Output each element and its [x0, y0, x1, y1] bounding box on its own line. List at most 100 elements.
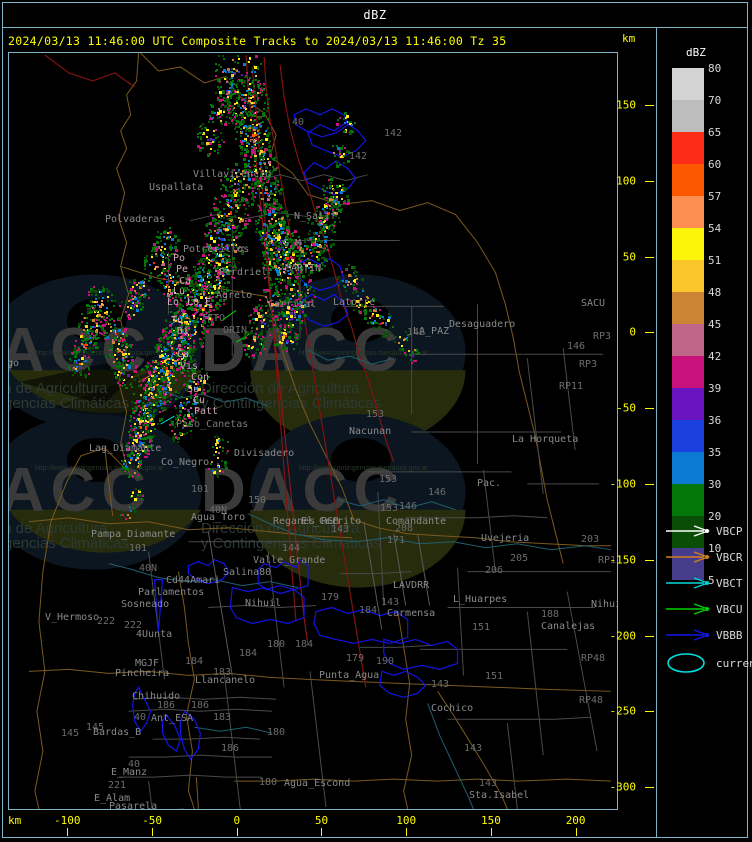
map-place-label: Potrerillos: [183, 244, 250, 255]
radar-echo-pixel: [266, 247, 268, 249]
radar-echo-pixel: [253, 120, 255, 122]
radar-echo-pixel: [253, 147, 256, 150]
radar-echo-pixel: [276, 255, 278, 257]
radar-echo-pixel: [280, 289, 282, 291]
radar-echo-pixel: [258, 123, 260, 125]
radar-echo-pixel: [234, 61, 236, 63]
radar-echo-pixel: [245, 133, 247, 135]
radar-echo-pixel: [254, 115, 256, 117]
radar-echo-pixel: [270, 182, 273, 185]
track-legend-row[interactable]: VBCT: [664, 570, 750, 596]
radar-echo-pixel: [254, 153, 256, 155]
radar-echo-pixel: [226, 234, 228, 236]
radar-echo-pixel: [233, 192, 235, 194]
radar-echo-pixel: [279, 268, 281, 270]
track-legend-row[interactable]: VBCU: [664, 596, 750, 622]
radar-echo-pixel: [235, 236, 238, 239]
radar-echo-pixel: [267, 235, 270, 238]
track-legend-row[interactable]: VBCR: [664, 544, 750, 570]
radar-echo-pixel: [269, 170, 271, 172]
radar-echo-pixel: [262, 251, 265, 254]
radar-echo-pixel: [248, 61, 250, 63]
radar-echo-pixel: [262, 143, 264, 145]
radar-echo-pixel: [246, 72, 248, 74]
radar-echo-pixel: [246, 61, 248, 63]
x-axis-tick-label: 100: [396, 814, 417, 827]
radar-echo-pixel: [233, 107, 235, 109]
map-place-label: Carmensa: [387, 608, 436, 619]
radar-echo-pixel: [270, 265, 272, 267]
radar-echo-pixel: [232, 93, 234, 95]
radar-echo-pixel: [234, 199, 236, 201]
radar-echo-pixel: [212, 217, 214, 219]
radar-echo-pixel: [230, 206, 232, 208]
radar-echo-pixel: [281, 245, 283, 247]
map-place-label: Canalejas: [541, 621, 596, 632]
watermark-agency-line1-d: Dirección de Agricultura: [9, 520, 108, 537]
map-place-label: 143: [331, 524, 350, 535]
radar-echo-pixel: [277, 236, 279, 238]
radar-echo-pixel: [236, 190, 238, 192]
radar-echo-pixel: [256, 125, 258, 127]
radar-echo-pixel: [268, 239, 270, 241]
radar-echo-pixel: [273, 224, 276, 227]
radar-echo-pixel: [265, 166, 268, 169]
radar-echo-pixel: [260, 122, 262, 124]
radar-echo-pixel: [286, 239, 288, 241]
radar-echo-pixel: [273, 262, 276, 265]
radar-echo-pixel: [302, 275, 305, 278]
radar-echo-pixel: [277, 249, 280, 252]
radar-echo-pixel: [255, 147, 257, 149]
radar-echo-pixel: [216, 208, 219, 211]
radar-echo-pixel: [253, 169, 255, 171]
radar-echo-pixel: [269, 263, 271, 265]
radar-echo-pixel: [254, 187, 256, 189]
track-legend-row[interactable]: VBCP: [664, 518, 750, 544]
radar-echo-pixel: [244, 165, 247, 168]
radar-echo-pixel: [235, 210, 238, 213]
y-axis-tick-mark: [645, 711, 654, 713]
radar-echo-pixel: [242, 115, 244, 117]
colorbar-label: 57: [708, 190, 722, 203]
radar-echo-pixel: [267, 158, 269, 160]
radar-echo-pixel: [259, 132, 261, 134]
radar-echo-pixel: [261, 242, 263, 244]
radar-echo-pixel: [279, 254, 281, 256]
radar-echo-pixel: [219, 214, 221, 216]
radar-echo-pixel: [286, 246, 288, 248]
track-legend-row[interactable]: VBBB: [664, 622, 750, 648]
radar-echo-pixel: [221, 221, 223, 223]
radar-echo-pixel: [275, 156, 277, 158]
radar-echo-pixel: [261, 239, 263, 241]
radar-echo-pixel: [258, 136, 260, 138]
radar-echo-pixel: [230, 200, 232, 202]
radar-echo-pixel: [234, 178, 236, 180]
radar-echo-pixel: [272, 208, 274, 210]
radar-echo-pixel: [238, 188, 240, 190]
radar-echo-pixel: [269, 242, 271, 244]
track-legend-label: VBCT: [716, 576, 743, 590]
radar-echo-pixel: [276, 258, 278, 260]
radar-echo-pixel: [272, 266, 275, 269]
radar-echo-pixel: [248, 193, 250, 195]
radar-echo-pixel: [236, 126, 238, 128]
radar-echo-pixel: [298, 274, 300, 276]
map-place-label: Salina80: [223, 567, 272, 578]
radar-plot-area[interactable]: DACC DACC DACC DACC Dirección de Agricul…: [8, 52, 618, 810]
radar-echo-pixel: [267, 252, 269, 254]
radar-echo-pixel: [244, 76, 246, 78]
radar-echo-pixel: [215, 63, 217, 65]
radar-echo-pixel: [255, 127, 257, 129]
current-legend-row[interactable]: current: [664, 648, 752, 678]
radar-echo-pixel: [248, 169, 251, 172]
radar-echo-pixel: [258, 141, 260, 143]
colorbar-swatch: [672, 484, 704, 516]
radar-echo-pixel: [239, 201, 241, 203]
radar-echo-pixel: [260, 173, 262, 175]
colorbar-label: 36: [708, 414, 722, 427]
radar-echo-pixel: [234, 128, 236, 130]
radar-echo-pixel: [245, 198, 247, 200]
radar-echo-pixel: [220, 188, 222, 190]
radar-echo-pixel: [243, 94, 245, 96]
radar-echo-pixel: [258, 205, 260, 207]
